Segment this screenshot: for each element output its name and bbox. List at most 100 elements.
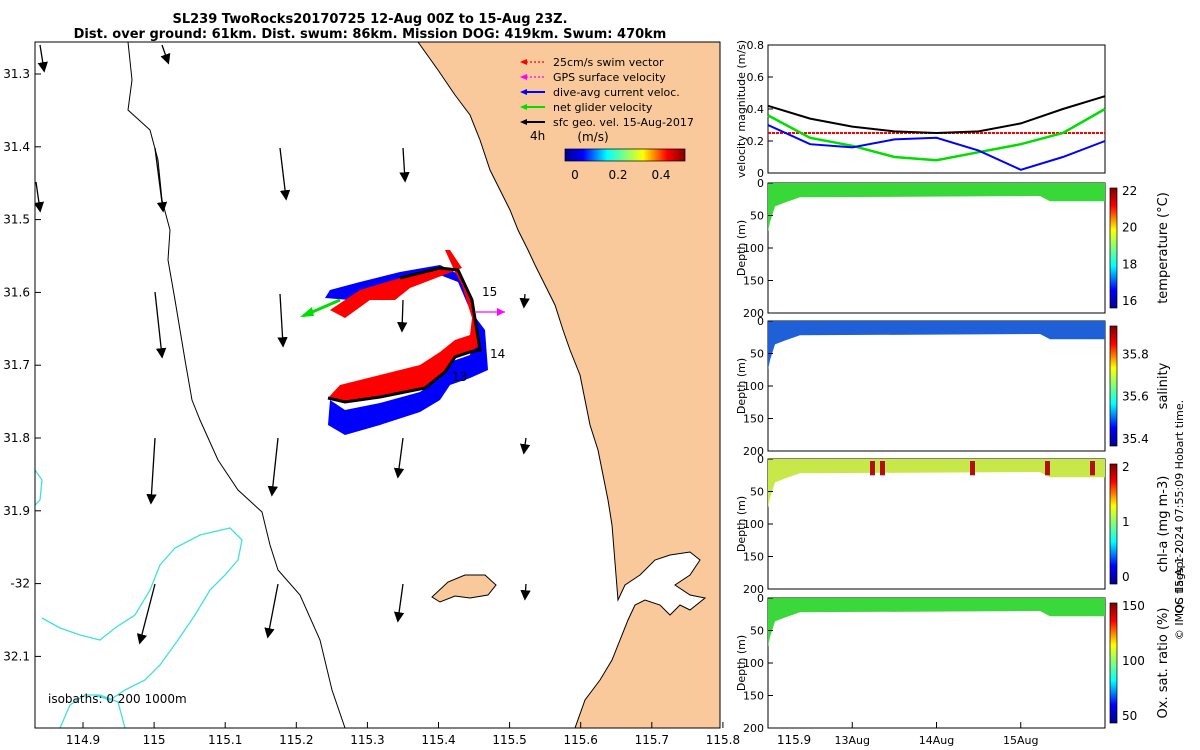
map-xtick-label-9: 115.8 [706,733,740,747]
map-xtick-label-10: 115.9 [777,733,811,747]
section-cbar-tick-1-0: 35.4 [1122,432,1149,446]
map-xtick-label-2: 115.1 [208,733,242,747]
legend-arrowhead-4 [520,119,527,125]
time-tick-label-0: 13Aug [835,734,870,747]
section-frame-1 [767,320,1106,452]
map-colorbar-ticks: 0 0.2 0.4 [571,168,670,182]
section-cbar-tick-2-2: 2 [1122,460,1130,474]
section-ytick-label-2-1: 50 [750,486,764,499]
velocity-ytick-label-4: 0.8 [747,39,765,52]
section-ytick-label-1-4: 200 [743,445,764,458]
isobath-1000m [35,469,243,728]
velocity-series-2 [767,124,1106,171]
section-cbar-tick-3-1: 100 [1122,654,1145,668]
section-ytick-label-3-3: 150 [743,690,764,703]
map-colorbar [564,148,686,162]
velocity-panel: 0 0.2 0.4 0.6 0.8 velocity magnitude (m/s) [735,39,1106,180]
section-data-0 [768,183,1105,232]
velocity-ylabel: velocity magnitude (m/s) [735,40,748,178]
map-ytick-label-7: -32 [10,577,30,591]
section-cbar-tick-2-1: 1 [1122,515,1130,529]
day-label-13: 13 [452,370,467,384]
legend-label-4: sfc geo. vel. 15-Aug-2017 [553,116,694,129]
section-ytick-label-3-0: 0 [757,592,764,605]
map-colorbar-tick-0: 0 [571,168,579,182]
map-frame [34,41,721,729]
chart-title-line1: SL239 TwoRocks20170725 12-Aug 00Z to 15-… [172,12,568,27]
section-panel-2: 0 50 100 150 200 Depth (m) 0 1 2 chl-a (mg m-3) [735,453,1171,596]
legend-label-0: 25cm/s swim vector [553,56,664,69]
map-xtick-label-7: 115.6 [564,733,598,747]
map-ytick-label-8: 32.1 [3,649,30,663]
velocity-y-ticks: 0 0.2 0.4 0.6 0.8 [747,39,773,180]
glider-track [300,250,505,435]
net-velocity-arrowhead [300,307,314,317]
day-label-14: 14 [490,347,505,361]
section-ytick-label-1-2: 100 [743,380,764,393]
map-ytick-label-3: 31.6 [3,285,30,299]
velocity-lines [767,95,1106,171]
day-label-15: 15 [482,285,497,299]
map-ytick-label-0: 31.3 [3,67,30,81]
section-cbar-tick-1-2: 35.8 [1122,347,1149,361]
section-ytick-label-1-3: 150 [743,413,764,426]
section-cbar-tick-3-0: 50 [1122,709,1137,723]
section-ytick-label-3-2: 100 [743,657,764,670]
section-ytick-label-0-1: 50 [750,210,764,223]
map-xtick-label-1: 115 [143,733,166,747]
map-xtick-label-5: 115.4 [421,733,455,747]
section-ytick-label-2-4: 200 [743,583,764,596]
legend-arrowhead-2 [520,89,527,95]
section-cbar-label-1: salinity [1156,362,1171,409]
gps-velocity-arrowhead [497,308,505,316]
map-xtick-label-8: 115.7 [635,733,669,747]
chl-hotspot-4 [1090,461,1095,476]
map-panel: 25cm/s swim vector GPS surface velocity di… [3,41,811,747]
map-xtick-label-4: 115.3 [350,733,384,747]
map-xtick-label-6: 115.5 [492,733,526,747]
section-colorbar-0 [1109,187,1118,309]
section-ylabel-1: Depth (m) [735,358,748,414]
map-colorbar-tick-2: 0.4 [651,168,670,182]
section-cbar-tick-0-2: 20 [1122,221,1137,235]
chl-hotspot-1 [880,461,885,476]
glider-track-line [327,266,482,404]
legend-arrowhead-3 [520,104,527,110]
section-ytick-label-2-0: 0 [757,453,764,466]
section-cbar-tick-2-0: 0 [1122,570,1130,584]
isobath-note: isobaths: 0 200 1000m [48,692,187,706]
velocity-series-0 [767,95,1106,135]
map-ytick-label-5: 31.8 [3,431,30,445]
map-legend: 25cm/s swim vector GPS surface velocity di… [520,56,694,129]
map-ytick-label-2: 31.5 [3,213,30,227]
section-ytick-label-0-0: 0 [757,177,764,190]
section-colorbar-2 [1109,463,1118,585]
time-tick-label-1: 14Aug [919,734,954,747]
dive-avg-current-band [325,265,488,435]
copyright-note: © IMOS 15-Apr-2024 07:55:09 Hobart time. [1173,400,1186,640]
section-data-3 [768,598,1105,647]
section-ytick-label-1-0: 0 [757,315,764,328]
swim-vector-band [328,250,480,402]
chl-hotspot-0 [870,461,875,476]
map-ytick-label-1: 31.4 [3,140,30,154]
time-tick-label-2: 15Aug [1003,734,1038,747]
chl-hotspot-3 [1045,461,1050,476]
velocity-ytick-label-0: 0 [757,167,764,180]
section-cbar-label-3: Ox. sat. ratio (%) [1156,608,1171,719]
section-cbar-tick-0-0: 16 [1122,294,1137,308]
legend-label-2: dive-avg current veloc. [553,86,680,99]
section-cbar-label-0: temperature (°C) [1156,192,1171,304]
section-cbar-tick-0-3: 22 [1122,184,1137,198]
section-ylabel-3: Depth (m) [735,635,748,691]
map-ytick-label-4: 31.7 [3,358,30,372]
velocity-series-1 [767,107,1106,162]
section-cbar-tick-1-1: 35.6 [1122,390,1149,404]
map-ytick-label-6: 31.9 [3,504,30,518]
legend-arrowhead-0 [520,59,527,65]
legend-arrowhead-1 [520,74,527,80]
section-ytick-label-0-2: 100 [743,242,764,255]
